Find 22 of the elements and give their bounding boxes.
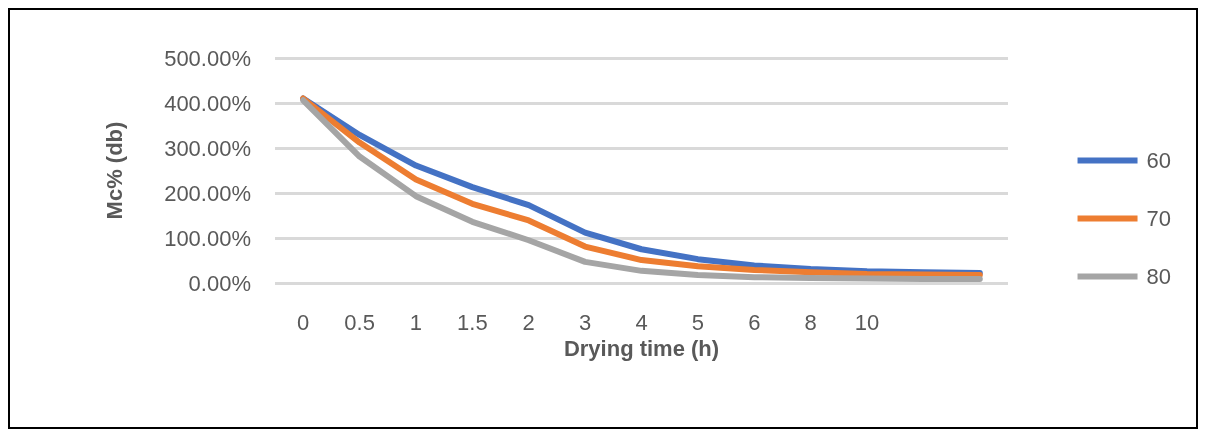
- x-tick-label: 1: [409, 309, 423, 335]
- y-tick-label: 100.00%: [164, 225, 251, 251]
- y-axis-title: Mc% (db): [101, 121, 127, 220]
- y-tick-label: 500.00%: [164, 45, 251, 71]
- legend-label: 80: [1146, 264, 1172, 289]
- y-tick-label: 200.00%: [164, 180, 251, 206]
- x-tick-label: 2: [522, 309, 535, 335]
- y-tick-label: 0.00%: [188, 270, 251, 296]
- x-tick-label: 6: [748, 309, 761, 335]
- x-axis-title: Drying time (h): [563, 336, 720, 362]
- x-tick-label: 3: [578, 309, 592, 335]
- x-tick-label: 1.5: [457, 309, 488, 335]
- x-tick-label: 10: [854, 309, 880, 335]
- y-tick-label: 300.00%: [164, 135, 251, 161]
- legend-label: 60: [1146, 148, 1172, 173]
- x-tick-label: 8: [804, 309, 817, 335]
- x-tick-label: 4: [635, 309, 648, 335]
- legend-label: 70: [1146, 206, 1172, 231]
- x-tick-label: 0: [297, 309, 310, 335]
- y-tick-label: 400.00%: [164, 90, 251, 116]
- x-tick-label: 5: [691, 309, 705, 335]
- x-tick-label: 0.5: [344, 309, 375, 335]
